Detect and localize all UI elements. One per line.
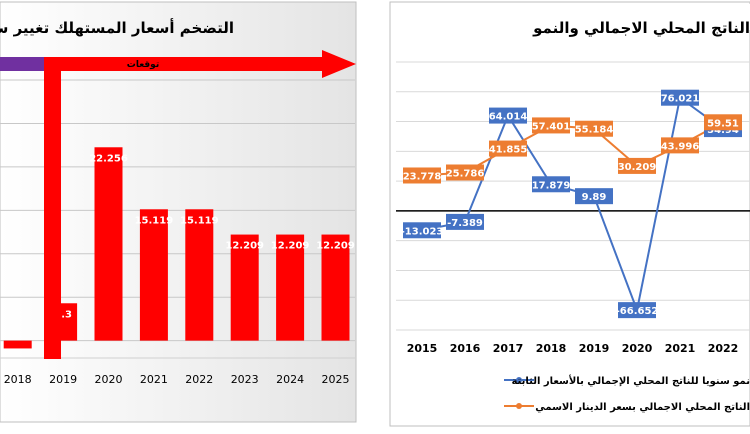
data-label: -13.023 (401, 226, 444, 237)
bar-2020 (94, 147, 123, 341)
legend-marker (516, 403, 522, 409)
x-tick-label: 2019 (49, 373, 77, 386)
x-tick-label: 2019 (579, 342, 610, 355)
bar-value-label: 12.209 (225, 241, 264, 252)
gdp-chart-title: الناتج المحلي الاجمالي والنمو (532, 19, 750, 37)
data-label: 30.209 (618, 162, 657, 173)
series-line-0 (421, 95, 724, 314)
legend-marker (516, 377, 522, 383)
data-label-box (575, 120, 613, 137)
x-tick-label: 2020 (622, 342, 653, 355)
data-label: 43.996 (661, 141, 700, 152)
bar-value-label: 15.119 (135, 215, 174, 226)
bar-2025 (321, 234, 350, 341)
forecast-divider (44, 64, 61, 359)
x-tick-label: 2015 (407, 342, 438, 355)
bar-value-label: 12.209 (316, 241, 355, 252)
data-label: 57.401 (532, 121, 571, 132)
data-label: 25.786 (446, 168, 485, 179)
x-tick-label: 2025 (322, 373, 350, 386)
x-tick-label: 2023 (231, 373, 259, 386)
history-band (0, 57, 44, 71)
bar-value-label: 4.3 (54, 309, 72, 320)
inflation-bar-chart: 2018 2019 2020 2021 2022 2023 2024 2025 4.3 22.2… (0, 0, 372, 430)
bar-2021 (139, 209, 168, 341)
x-tick-label: 2022 (708, 342, 739, 355)
data-label: -66.652 (616, 306, 659, 317)
x-tick-label: 2018 (4, 373, 32, 386)
x-tick-label: 2018 (536, 342, 567, 355)
data-label-box (618, 157, 656, 174)
data-label-box (403, 222, 441, 239)
gdp-line-chart: 2015 2016 2017 2018 2019 2020 2021 2022 -13.023… (389, 1, 750, 427)
data-label: 76.021 (661, 94, 700, 105)
data-label: 64.014 (489, 112, 528, 123)
data-label-box (532, 117, 570, 134)
data-label-box (489, 107, 527, 124)
inflation-chart-title: التضخم أسعار المستهلك تغيير سنو (0, 18, 234, 37)
data-label: 41.855 (489, 145, 528, 156)
data-label: 55.184 (575, 125, 614, 136)
data-label-box (532, 176, 570, 193)
forecast-label: توقعات (127, 60, 159, 70)
x-tick-label: 2020 (95, 373, 123, 386)
inflation-chart-panel: 2018 2019 2020 2021 2022 2023 2024 2025 4.3 22.2… (0, 0, 372, 430)
forecast-arrow-shaft (44, 57, 324, 71)
x-tick-label: 2022 (185, 373, 213, 386)
bar-value-label: 12.209 (271, 241, 310, 252)
forecast-arrow-head (322, 50, 356, 78)
data-label: 54.94 (707, 125, 739, 136)
gdp-chart-panel: 2015 2016 2017 2018 2019 2020 2021 2022 -13.023… (386, 0, 750, 430)
data-label: 23.778 (403, 171, 442, 182)
data-label-box (661, 137, 699, 154)
data-label-box (575, 188, 613, 205)
x-tick-label: 2021 (665, 342, 696, 355)
data-label-box (489, 140, 527, 157)
x-tick-label: 2021 (140, 373, 168, 386)
data-label: 59.51 (707, 118, 739, 129)
data-label-box (446, 164, 484, 181)
data-label-box (446, 213, 484, 230)
bar-value-label: 22.256 (89, 153, 128, 164)
data-label: 17.879 (532, 180, 571, 191)
bar-2023 (230, 234, 259, 341)
data-label-box (618, 302, 656, 319)
bar-2024 (276, 234, 305, 341)
data-label-box (661, 89, 699, 106)
x-tick-label: 2024 (276, 373, 304, 386)
legend-entry: الناتج المحلي الاجمالي بسعر الدينار الاس… (535, 402, 750, 413)
data-label-box (704, 114, 742, 131)
x-tick-label: 2017 (493, 342, 524, 355)
data-label: -7.389 (447, 218, 483, 229)
x-tick-label: 2016 (450, 342, 481, 355)
data-label-box (403, 167, 441, 184)
bar-value-label: 15.119 (180, 215, 219, 226)
legend-entry: نمو سنويا للناتج المحلي الإجمالي بالأسعا… (511, 374, 750, 387)
bar-2022 (185, 209, 214, 341)
data-label: 9.89 (582, 192, 607, 203)
bar-2018 (3, 340, 32, 349)
